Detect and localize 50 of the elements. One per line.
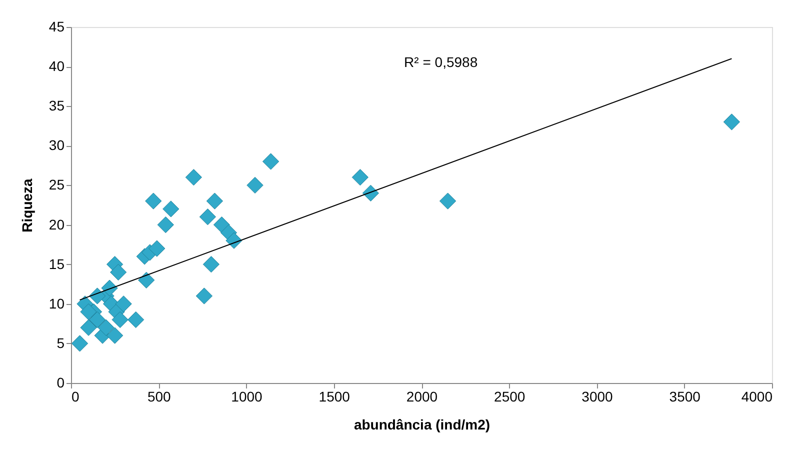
- x-tick-label: 2000: [406, 388, 438, 404]
- y-axis-title: Riqueza: [18, 178, 35, 232]
- y-tick-label: 45: [48, 18, 65, 34]
- point: [202, 256, 220, 273]
- point: [101, 280, 118, 296]
- annotation: R² = 0,5988: [404, 54, 478, 70]
- point: [71, 335, 88, 352]
- point: [206, 192, 224, 210]
- x-tick-label: 2500: [494, 388, 526, 404]
- point: [110, 264, 127, 281]
- y-tick-label: 0: [56, 374, 65, 390]
- point: [246, 176, 264, 194]
- point: [362, 184, 379, 202]
- x-tick-label: 1000: [231, 388, 263, 404]
- y-tick-label: 35: [48, 98, 65, 114]
- point: [88, 311, 106, 328]
- point: [112, 311, 128, 328]
- point: [106, 327, 124, 344]
- x-tick-label: 1500: [318, 388, 350, 404]
- point: [128, 311, 144, 328]
- point: [723, 114, 740, 130]
- point: [262, 153, 280, 170]
- point: [199, 208, 216, 226]
- point: [80, 319, 97, 336]
- x-axis-title: abundância (ind/m2): [354, 416, 490, 432]
- y-tick-label: 30: [48, 137, 65, 154]
- point: [148, 240, 166, 257]
- y-tick-label: 25: [48, 176, 65, 193]
- y-tick-label: 15: [48, 256, 65, 272]
- point: [145, 192, 162, 210]
- x-tick-label: 0: [72, 388, 80, 404]
- point: [80, 303, 97, 320]
- point: [439, 192, 456, 210]
- point: [98, 319, 114, 336]
- y-tick-label: 40: [48, 58, 65, 74]
- point: [115, 296, 132, 312]
- x-tick-label: 3500: [669, 388, 701, 404]
- point: [157, 216, 174, 234]
- point: [162, 200, 180, 218]
- y-tick-label: 5: [56, 334, 65, 351]
- point: [196, 288, 212, 304]
- point: [352, 169, 368, 186]
- x-tick-label: 500: [147, 388, 172, 404]
- point: [226, 232, 242, 249]
- y-tick-label: 10: [48, 295, 65, 312]
- point: [185, 169, 202, 186]
- y-tick-label: 20: [48, 216, 65, 232]
- x-tick-label: 4000: [741, 388, 773, 404]
- x-tick-label: 3000: [582, 388, 614, 404]
- point: [138, 272, 155, 288]
